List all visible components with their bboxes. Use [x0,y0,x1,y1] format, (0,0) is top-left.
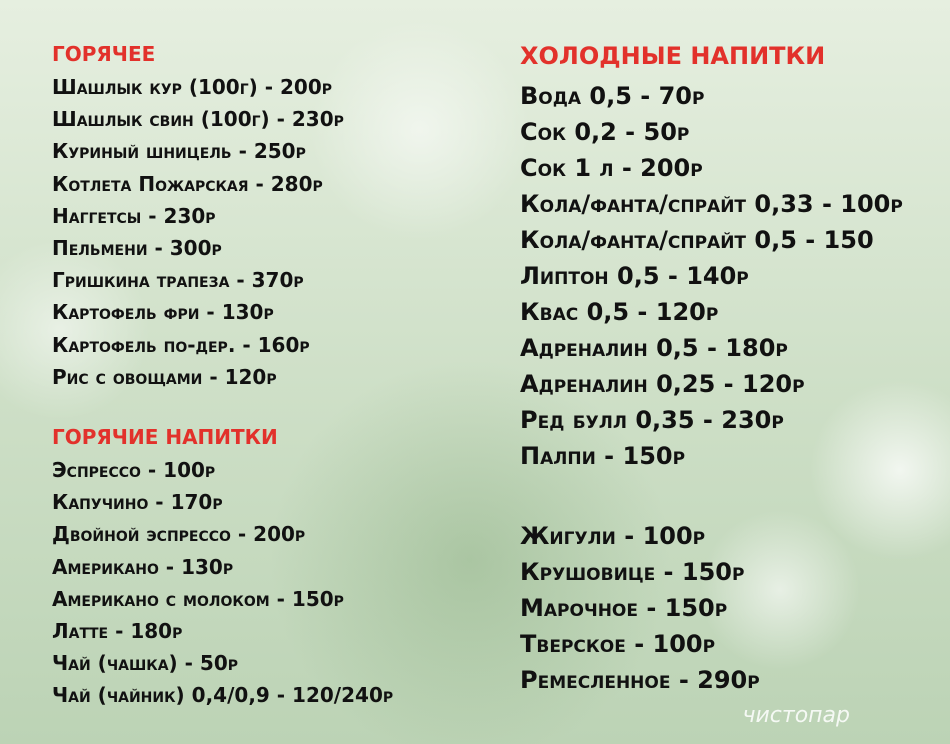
menu-item: Капучино - 170р [52,490,223,515]
menu-item: Ремесленное - 290р [520,666,760,694]
menu-item: Картофель фри - 130р [52,300,274,325]
menu-item: Сок 1 л - 200р [520,154,703,182]
section-title: ГОРЯЧИЕ НАПИТКИ [52,425,278,449]
menu-item: Квас 0,5 - 120р [520,298,719,326]
menu-item: Эспрессо - 100р [52,458,216,482]
menu-item: Крушовице - 150р [520,558,745,586]
section-title: ХОЛОДНЫЕ НАПИТКИ [520,42,826,70]
menu-item: Сок 0,2 - 50р [520,118,690,146]
menu-item: Американо - 130р [52,554,234,579]
menu-item: Ред булл 0,35 - 230р [520,406,784,434]
menu-item: Вода 0,5 - 70р [520,82,705,110]
watermark: чистопар [742,703,851,728]
menu-item: Марочное - 150р [520,594,728,622]
menu-item: Пельмени - 300р [52,236,222,260]
menu-item: Шашлык кур (100г) - 200р [52,75,333,99]
menu-item: Адреналин 0,5 - 180р [520,334,788,362]
menu-item: Кола/фанта/спрайт 0,5 - 150 [520,226,874,254]
menu-item: Наггетсы - 230р [52,203,216,228]
menu-item: Чай (чайник) 0,4/0,9 - 120/240р [52,683,394,708]
menu-item: Котлета Пожарская - 280р [52,171,323,196]
menu-item: Картофель по-дер. - 160р [52,332,310,357]
menu-item: Латте - 180р [52,619,183,643]
menu-item: Гришкина трапеза - 370р [52,268,304,293]
menu-item: Двойной эспрессо - 200р [52,522,306,547]
menu-item: Кола/фанта/спрайт 0,33 - 100р [520,190,903,218]
menu-item: Куриный шницель - 250р [52,139,306,164]
menu-item: Рис с овощами - 120р [52,364,277,389]
menu-item: Шашлык свин (100г) - 230р [52,107,344,132]
menu-item: Палпи - 150р [520,442,686,470]
menu-item: Липтон 0,5 - 140р [520,262,749,290]
menu-item: Тверское - 100р [520,630,716,658]
menu-item: Американо с молоком - 150р [52,586,344,611]
section-title: ГОРЯЧЕЕ [52,42,156,66]
menu-item: Адреналин 0,25 - 120р [520,370,805,398]
menu-item: Чай (чашка) - 50р [52,651,238,676]
menu-item: Жигули - 100р [520,522,706,550]
